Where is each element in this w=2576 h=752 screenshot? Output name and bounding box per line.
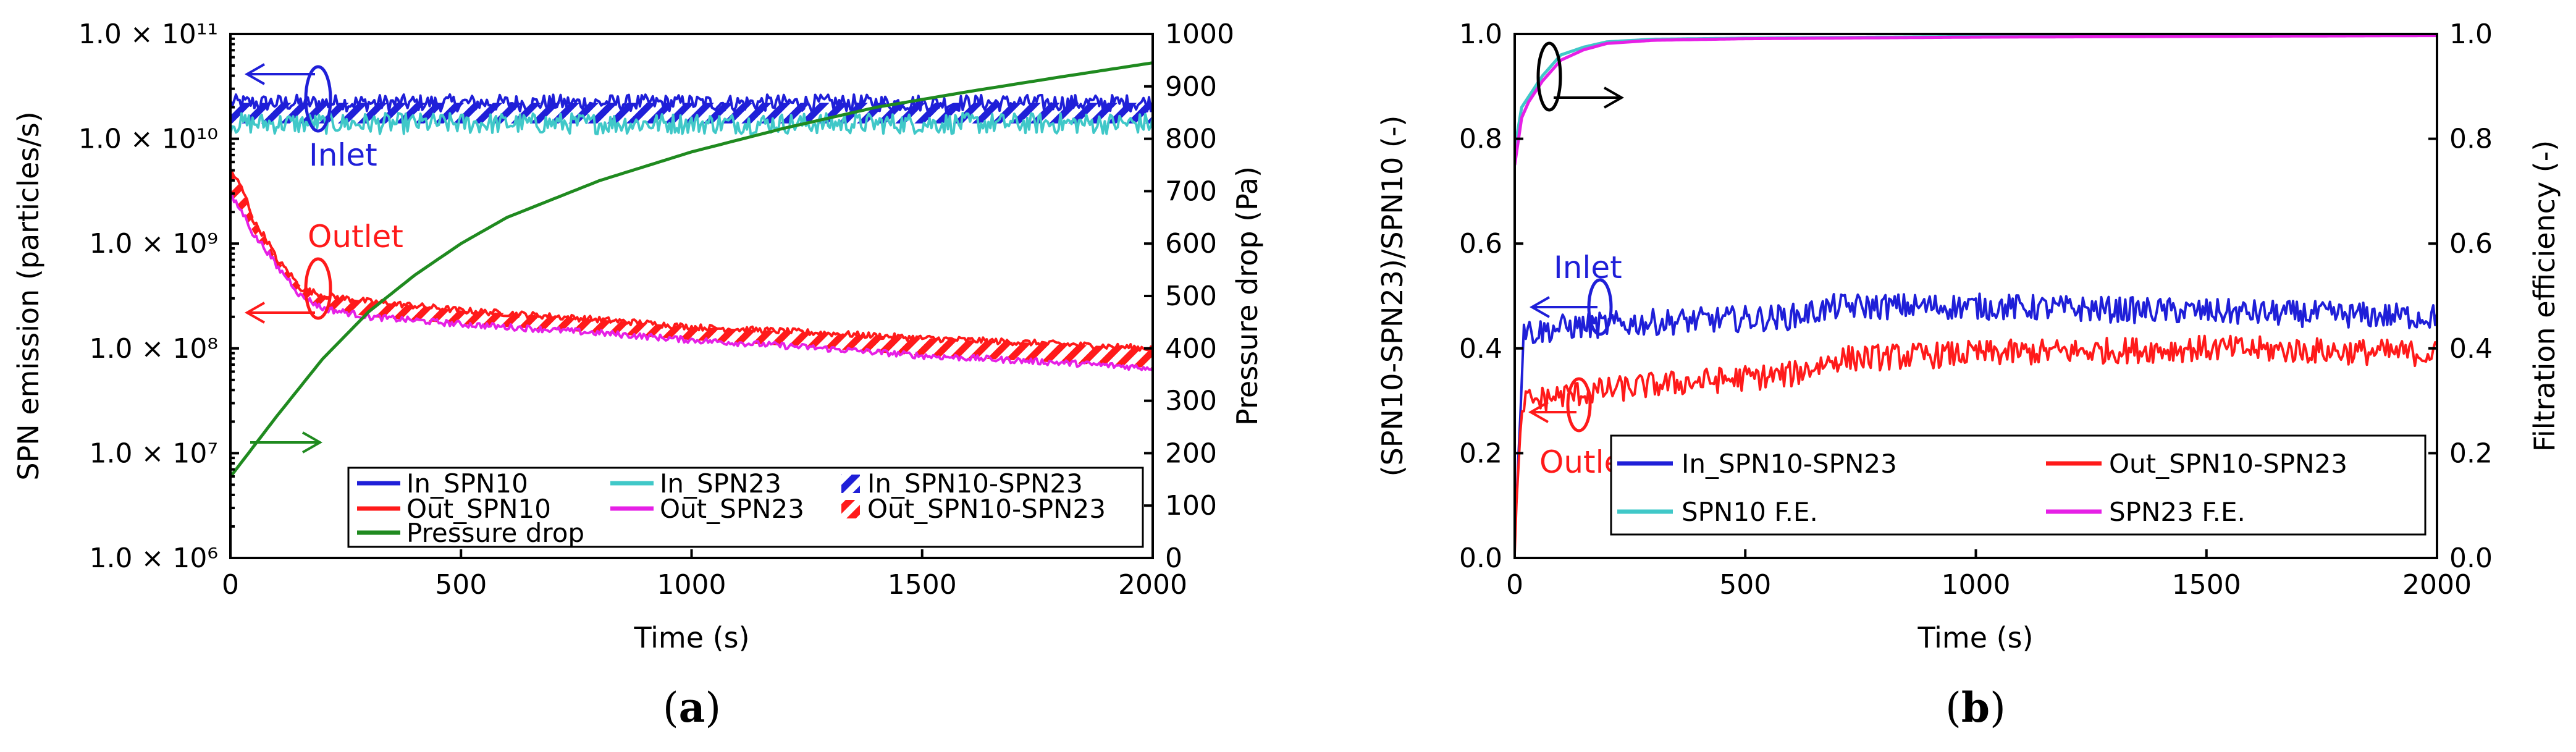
svg-text:In_SPN10-SPN23: In_SPN10-SPN23	[1682, 449, 1897, 479]
panel-a-ylabel-left: SPN emission (particles/s)	[12, 111, 45, 480]
panel-b-ytick-right-label: 0.8	[2449, 124, 2493, 155]
panel-a-ytick-right-label: 900	[1165, 71, 1217, 103]
panel-a-xtick-label: 0	[222, 569, 239, 601]
panel-b-ytick-left-label: 0.8	[1459, 124, 1502, 155]
panel-b-ytick-right-label: 0.0	[2449, 543, 2493, 574]
panel-a-ytick-right-label: 800	[1165, 124, 1217, 155]
legend-item-in-spn23: In_SPN23	[610, 468, 781, 499]
panel-a-xtick-label: 1000	[657, 569, 726, 601]
panel-a-ytick-right-label: 0	[1165, 543, 1182, 574]
panel-a-xtick-label: 1500	[888, 569, 957, 601]
panel-a-xlabel: Time (s)	[633, 621, 749, 654]
series-spn10-f-e-	[1515, 34, 2437, 150]
svg-text:Pressure drop: Pressure drop	[406, 518, 584, 548]
panel-a-pressure-annotation	[250, 431, 323, 454]
panel-a-caption: (a)	[663, 683, 721, 732]
svg-text:Out_SPN10-SPN23: Out_SPN10-SPN23	[2109, 449, 2347, 479]
svg-text:In_SPN10: In_SPN10	[406, 468, 528, 499]
panel-b-ytick-left-label: 0.6	[1459, 228, 1502, 260]
panel-a-xtick-label: 500	[435, 569, 487, 601]
legend-item-out-ratio: Out_SPN10-SPN23	[2046, 449, 2347, 479]
panel-b-inlet-label: Inlet	[1554, 250, 1622, 285]
legend-item-out-spn10: Out_SPN10	[357, 494, 551, 524]
panel-b-xtick-label: 0	[1506, 569, 1523, 601]
panel-b-ylabel-left: (SPN10-SPN23)/SPN10 (-)	[1376, 116, 1409, 477]
panel-a-ytick-right-label: 700	[1165, 175, 1217, 207]
panel-b-xtick-label: 1500	[2172, 569, 2241, 601]
series-out-spn23	[230, 195, 1153, 372]
panel-a-ytick-right-label: 600	[1165, 228, 1217, 260]
panel-b-axes: 0 500 1000 1500 2000 1.0 0.8 0.6 0.4 0.2 0.0 1.0 0.8…	[1459, 19, 2493, 601]
panel-a-xtick-label: 2000	[1118, 569, 1187, 601]
panel-b-ytick-right-label: 1.0	[2449, 19, 2493, 50]
panel-b-ytick-left-label: 1.0	[1459, 19, 1502, 50]
panel-b: 0 500 1000 1500 2000 1.0 0.8 0.6 0.4 0.2 0.0 1.0 0.8…	[1376, 19, 2561, 732]
panel-b-caption: (b)	[1945, 683, 2006, 732]
panel-a-outlet-annotation: Outlet	[244, 219, 403, 324]
svg-text:In_SPN23: In_SPN23	[660, 468, 781, 499]
svg-text:Out_SPN10-SPN23: Out_SPN10-SPN23	[867, 494, 1106, 524]
legend-item-spn23-fe: SPN23 F.E.	[2046, 497, 2246, 527]
panel-b-legend: In_SPN10-SPN23 Out_SPN10-SPN23 SPN10 F.E…	[1610, 434, 2427, 536]
series-out-spn10-spn23	[1515, 334, 2437, 553]
panel-a-ytick-right-label: 500	[1165, 281, 1217, 312]
panel-b-xtick-label: 2000	[2402, 569, 2472, 601]
panel-b-ytick-right-label: 0.2	[2449, 437, 2493, 469]
panel-a-ytick-right-label: 1000	[1165, 19, 1234, 50]
panel-b-plot-area	[1515, 34, 2437, 553]
panel-b-xtick-label: 500	[1719, 569, 1771, 601]
series-pressure-drop	[230, 61, 1153, 478]
panel-a-ytick-left-label: 1.0 × 10¹¹	[78, 19, 218, 50]
panel-a-ytick-left-label: 1.0 × 10⁹	[90, 228, 218, 260]
legend-item-spn10-fe: SPN10 F.E.	[1617, 497, 1818, 527]
band-out-spn10-spn23	[230, 170, 1153, 368]
panel-a-outlet-label: Outlet	[308, 219, 403, 255]
legend-item-in-band: In_SPN10-SPN23	[841, 468, 1083, 499]
series-in-spn23	[230, 111, 1153, 135]
panel-a-ytick-right-label: 400	[1165, 333, 1217, 365]
legend-item-pressure-drop: Pressure drop	[357, 518, 584, 548]
panel-b-xtick-label: 1000	[1942, 569, 2011, 601]
legend-item-out-spn23: Out_SPN23	[610, 494, 804, 524]
panel-b-ylabel-right: Filtration efficiency (-)	[2528, 140, 2561, 452]
svg-text:Out_SPN23: Out_SPN23	[660, 494, 804, 524]
panel-b-inlet-annotation: Inlet	[1529, 250, 1622, 336]
legend-item-out-band: Out_SPN10-SPN23	[841, 494, 1106, 524]
panel-b-xlabel: Time (s)	[1917, 621, 2033, 654]
panel-a-legend: In_SPN10 In_SPN23 In_SPN10-SPN23 Out_SPN…	[347, 467, 1144, 548]
panel-a-ytick-left-label: 1.0 × 10⁸	[90, 333, 218, 365]
svg-text:SPN23 F.E.: SPN23 F.E.	[2109, 497, 2246, 527]
panel-a-inlet-annotation: Inlet	[244, 63, 377, 173]
panel-b-ytick-right-label: 0.6	[2449, 228, 2493, 260]
panel-b-ytick-left-label: 0.2	[1459, 437, 1502, 469]
panel-b-fe-annotation	[1536, 41, 1625, 112]
svg-text:SPN10 F.E.: SPN10 F.E.	[1682, 497, 1818, 527]
series-in-spn10-spn23	[1515, 292, 2437, 522]
legend-item-in-ratio: In_SPN10-SPN23	[1617, 449, 1897, 479]
series-spn23-f-e-	[1515, 34, 2437, 166]
svg-text:In_SPN10-SPN23: In_SPN10-SPN23	[867, 468, 1083, 499]
panel-b-ytick-left-label: 0.4	[1459, 333, 1502, 365]
svg-text:Out_SPN10: Out_SPN10	[406, 494, 551, 524]
series-in-spn10	[230, 93, 1153, 112]
panel-b-ytick-right-label: 0.4	[2449, 333, 2493, 365]
panel-a-ytick-left-label: 1.0 × 10⁷	[90, 437, 218, 469]
panel-a-plot-area	[230, 61, 1153, 478]
series-out-spn10	[230, 169, 1153, 352]
panel-a-inlet-label: Inlet	[309, 137, 377, 173]
panel-a-ytick-right-label: 100	[1165, 490, 1217, 522]
panel-a-ytick-left-label: 1.0 × 10⁶	[90, 543, 218, 574]
panel-a-ylabel-right: Pressure drop (Pa)	[1231, 166, 1264, 426]
panel-a-ytick-right-label: 200	[1165, 437, 1217, 469]
legend-item-in-spn10: In_SPN10	[357, 468, 528, 499]
panel-a-ytick-right-label: 300	[1165, 386, 1217, 417]
panel-a-ytick-left-label: 1.0 × 10¹⁰	[78, 124, 218, 155]
panel-b-ytick-left-label: 0.0	[1459, 543, 1502, 574]
